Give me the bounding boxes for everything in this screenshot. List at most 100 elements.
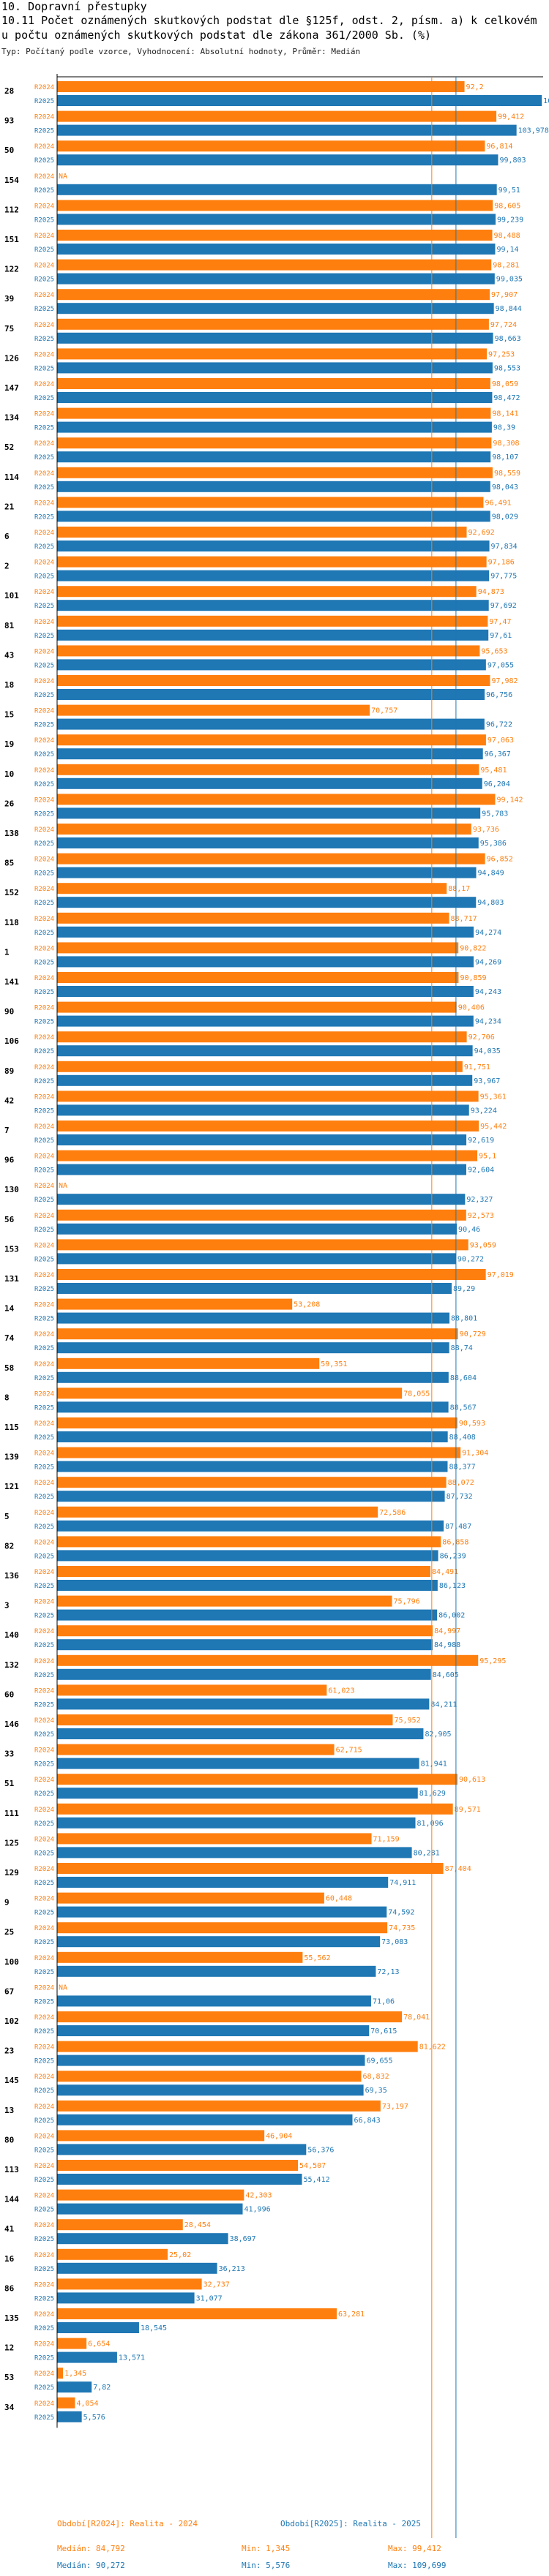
row-label: 152 xyxy=(4,888,19,897)
max-r2024: Max: 99,412 xyxy=(388,2544,441,2553)
value-label-r2025: 92,604 xyxy=(468,1167,494,1175)
value-label-r2024: 91,304 xyxy=(462,1450,488,1458)
series-label-r2025: R2025 xyxy=(34,395,54,402)
value-label-r2024: 54,507 xyxy=(299,2162,326,2170)
row-label: 145 xyxy=(4,2076,19,2085)
value-label-r2025: 98,39 xyxy=(493,424,515,432)
bar-r2024 xyxy=(57,645,480,657)
value-label-r2025: 87,732 xyxy=(447,1493,473,1501)
value-label-r2024: 92,573 xyxy=(468,1212,494,1220)
series-label-r2025: R2025 xyxy=(34,1256,54,1263)
bar-r2024 xyxy=(57,230,493,241)
series-label-r2025: R2025 xyxy=(34,1167,54,1175)
bar-r2024 xyxy=(57,1566,431,1577)
series-label-r2024: R2024 xyxy=(34,440,54,448)
series-label-r2025: R2025 xyxy=(34,543,54,551)
series-label-r2025: R2025 xyxy=(34,1524,54,1531)
bar-r2025 xyxy=(57,777,482,789)
row-label: 139 xyxy=(4,1453,19,1462)
bar-r2024 xyxy=(57,1239,468,1251)
value-label-r2024: 98,308 xyxy=(493,440,519,448)
value-label-r2025: 94,234 xyxy=(475,1018,501,1026)
value-label-r2024: 63,281 xyxy=(338,2311,365,2319)
min-r2025: Min: 5,576 xyxy=(242,2561,291,2570)
series-label-r2024: R2024 xyxy=(34,648,54,655)
value-label-r2024: 95,481 xyxy=(480,767,507,775)
series-label-r2024: R2024 xyxy=(34,1510,54,1517)
series-label-r2024: R2024 xyxy=(34,2400,54,2408)
series-label-r2024: R2024 xyxy=(34,1064,54,1072)
series-label-r2024: R2024 xyxy=(34,856,54,864)
value-label-r2024: 78,041 xyxy=(403,2014,430,2022)
bar-r2024 xyxy=(57,467,493,478)
value-label-r2024: 90,593 xyxy=(459,1420,485,1428)
bar-r2025 xyxy=(57,1431,448,1442)
row-label: 9 xyxy=(4,1898,10,1907)
bar-r2025 xyxy=(57,1995,371,2007)
value-label-r2025: 88,408 xyxy=(449,1434,476,1442)
series-label-r2025: R2025 xyxy=(34,1969,54,1976)
chart-title-line2: u počtu oznámených skutkových podstat dl… xyxy=(1,29,431,42)
series-label-r2025: R2025 xyxy=(34,1850,54,1857)
series-label-r2025: R2025 xyxy=(34,1464,54,1472)
bar-r2024 xyxy=(57,1150,478,1161)
bar-r2024 xyxy=(57,1121,479,1131)
series-label-r2024: R2024 xyxy=(34,1390,54,1398)
row-label: 81 xyxy=(4,621,15,630)
value-label-r2024: 84,997 xyxy=(434,1627,460,1635)
value-label-r2024: 59,351 xyxy=(321,1360,347,1368)
bar-r2025 xyxy=(57,867,477,878)
series-label-r2025: R2025 xyxy=(34,1642,54,1649)
bar-r2024 xyxy=(57,1447,461,1458)
value-label-r2024: 97,019 xyxy=(488,1271,514,1279)
series-label-r2025: R2025 xyxy=(34,573,54,581)
value-label-r2025: 95,386 xyxy=(480,840,507,848)
bar-r2024 xyxy=(57,1863,444,1874)
row-label: 34 xyxy=(4,2403,15,2412)
row-label: 121 xyxy=(4,1482,19,1491)
bar-r2024 xyxy=(57,2071,362,2082)
series-label-r2025: R2025 xyxy=(34,1880,54,1887)
series-label-r2025: R2025 xyxy=(34,2266,54,2273)
value-label-r2025: 98,472 xyxy=(493,394,520,402)
value-label-r2025: 89,29 xyxy=(453,1285,475,1293)
series-label-r2024: R2024 xyxy=(34,1450,54,1458)
value-label-r2025: 99,51 xyxy=(498,187,520,195)
series-label-r2025: R2025 xyxy=(34,603,54,610)
bar-r2025 xyxy=(57,689,485,700)
value-label-r2025: 87,487 xyxy=(445,1523,471,1531)
row-label: 60 xyxy=(4,1690,14,1699)
series-label-r2024: R2024 xyxy=(34,173,54,181)
series-label-r2025: R2025 xyxy=(34,1672,54,1679)
bar-r2024 xyxy=(57,1001,457,1013)
row-label: 151 xyxy=(4,235,19,244)
bar-r2025 xyxy=(57,1936,381,1948)
value-label-r2024: 96,814 xyxy=(486,143,512,151)
bar-r2025 xyxy=(57,2203,243,2215)
row-label: 75 xyxy=(4,324,14,334)
value-label-r2025: 7,82 xyxy=(93,2384,111,2392)
bar-r2024 xyxy=(57,883,447,895)
series-label-r2024: R2024 xyxy=(34,2341,54,2349)
bar-r2025 xyxy=(57,95,542,106)
value-label-r2024: 1,345 xyxy=(64,2370,86,2378)
value-label-r2024: 98,488 xyxy=(494,232,520,240)
row-label: 136 xyxy=(4,1571,19,1581)
value-label-r2025: 99,239 xyxy=(497,216,523,224)
row-label: 89 xyxy=(4,1066,14,1076)
bar-r2025 xyxy=(57,2233,228,2245)
series-label-r2024: R2024 xyxy=(34,2163,54,2170)
bar-r2024 xyxy=(57,1061,463,1072)
bar-r2024 xyxy=(57,1922,388,1934)
row-label: 28 xyxy=(4,86,14,96)
value-label-r2024: 42,303 xyxy=(245,2192,272,2200)
row-label: 16 xyxy=(4,2254,15,2264)
value-label-r2024: 55,562 xyxy=(304,1954,330,1962)
chart-title-line1: 10.11 Počet oznámených skutkových podsta… xyxy=(1,14,537,27)
series-label-r2024: R2024 xyxy=(34,2370,54,2378)
row-label: 5 xyxy=(4,1512,10,1521)
series-label-r2024: R2024 xyxy=(34,233,54,240)
value-label-r2025: 70,615 xyxy=(370,2027,397,2035)
bar-r2024 xyxy=(57,140,485,152)
value-label-r2024: 4,054 xyxy=(76,2400,98,2408)
